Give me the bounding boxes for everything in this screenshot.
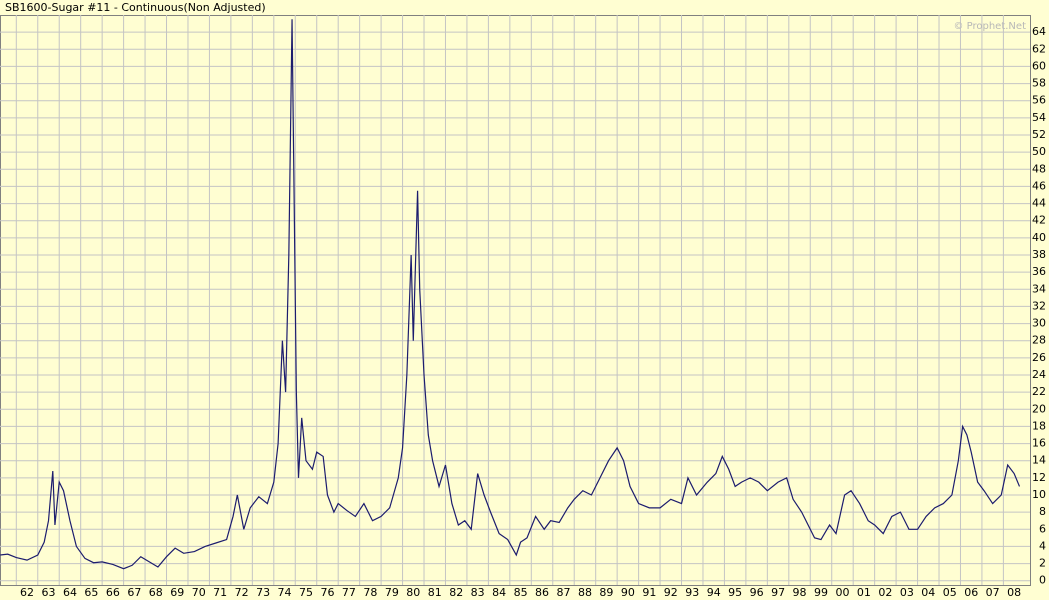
y-tick-label: 2 <box>1039 557 1046 570</box>
x-tick-label: 91 <box>642 586 656 599</box>
x-tick-label: 08 <box>1007 586 1021 599</box>
y-tick-label: 56 <box>1032 94 1046 107</box>
y-tick-label: 52 <box>1032 128 1046 141</box>
y-tick-label: 60 <box>1032 59 1046 72</box>
x-tick-label: 99 <box>814 586 828 599</box>
x-tick-label: 98 <box>793 586 807 599</box>
y-tick-label: 48 <box>1032 162 1046 175</box>
y-tick-label: 18 <box>1032 419 1046 432</box>
x-tick-label: 74 <box>278 586 292 599</box>
x-tick-label: 64 <box>63 586 77 599</box>
x-tick-label: 76 <box>320 586 334 599</box>
y-tick-label: 0 <box>1039 574 1046 587</box>
x-tick-label: 84 <box>492 586 506 599</box>
x-tick-label: 65 <box>84 586 98 599</box>
y-tick-label: 14 <box>1032 454 1046 467</box>
x-tick-label: 97 <box>771 586 785 599</box>
x-tick-label: 87 <box>556 586 570 599</box>
x-tick-label: 89 <box>599 586 613 599</box>
x-tick-label: 07 <box>986 586 1000 599</box>
watermark: © Prophet.Net <box>953 21 1026 32</box>
chart-title: SB1600-Sugar #11 - Continuous(Non Adjust… <box>5 1 266 14</box>
x-tick-label: 79 <box>385 586 399 599</box>
y-tick-label: 54 <box>1032 111 1046 124</box>
x-tick-label: 04 <box>921 586 935 599</box>
x-tick-label: 00 <box>835 586 849 599</box>
x-tick-label: 77 <box>342 586 356 599</box>
x-tick-label: 05 <box>943 586 957 599</box>
y-tick-label: 22 <box>1032 385 1046 398</box>
grid <box>0 15 1030 585</box>
x-tick-label: 94 <box>707 586 721 599</box>
y-tick-label: 16 <box>1032 437 1046 450</box>
y-tick-label: 12 <box>1032 471 1046 484</box>
x-tick-label: 06 <box>964 586 978 599</box>
y-tick-label: 20 <box>1032 402 1046 415</box>
x-tick-label: 80 <box>406 586 420 599</box>
x-tick-label: 72 <box>235 586 249 599</box>
y-tick-label: 4 <box>1039 539 1046 552</box>
y-tick-label: 44 <box>1032 197 1046 210</box>
y-tick-label: 10 <box>1032 488 1046 501</box>
y-tick-label: 24 <box>1032 368 1046 381</box>
x-tick-label: 66 <box>106 586 120 599</box>
x-tick-label: 71 <box>213 586 227 599</box>
y-tick-label: 38 <box>1032 248 1046 261</box>
x-tick-label: 90 <box>621 586 635 599</box>
x-tick-label: 88 <box>578 586 592 599</box>
plot-area <box>0 15 1031 586</box>
x-tick-label: 69 <box>170 586 184 599</box>
x-tick-label: 02 <box>878 586 892 599</box>
x-tick-label: 92 <box>664 586 678 599</box>
x-tick-label: 95 <box>728 586 742 599</box>
x-tick-label: 03 <box>900 586 914 599</box>
y-tick-label: 34 <box>1032 282 1046 295</box>
y-tick-label: 62 <box>1032 42 1046 55</box>
x-tick-label: 70 <box>192 586 206 599</box>
x-tick-label: 01 <box>857 586 871 599</box>
x-tick-label: 82 <box>449 586 463 599</box>
y-tick-label: 36 <box>1032 265 1046 278</box>
y-tick-label: 26 <box>1032 351 1046 364</box>
y-tick-label: 32 <box>1032 299 1046 312</box>
y-tick-label: 50 <box>1032 145 1046 158</box>
x-tick-label: 78 <box>363 586 377 599</box>
x-tick-label: 68 <box>149 586 163 599</box>
x-tick-label: 67 <box>127 586 141 599</box>
price-line <box>0 19 1021 570</box>
x-tick-label: 83 <box>471 586 485 599</box>
y-tick-label: 64 <box>1032 25 1046 38</box>
x-tick-label: 86 <box>535 586 549 599</box>
y-tick-label: 30 <box>1032 317 1046 330</box>
x-tick-label: 73 <box>256 586 270 599</box>
x-tick-label: 96 <box>750 586 764 599</box>
y-tick-label: 8 <box>1039 505 1046 518</box>
y-tick-label: 28 <box>1032 334 1046 347</box>
y-tick-label: 46 <box>1032 179 1046 192</box>
y-tick-label: 42 <box>1032 214 1046 227</box>
y-tick-label: 58 <box>1032 77 1046 90</box>
x-tick-label: 62 <box>20 586 34 599</box>
x-tick-label: 85 <box>514 586 528 599</box>
x-tick-label: 75 <box>299 586 313 599</box>
x-tick-label: 63 <box>41 586 55 599</box>
x-tick-label: 93 <box>685 586 699 599</box>
y-tick-label: 40 <box>1032 231 1046 244</box>
y-tick-label: 6 <box>1039 522 1046 535</box>
x-tick-label: 81 <box>428 586 442 599</box>
